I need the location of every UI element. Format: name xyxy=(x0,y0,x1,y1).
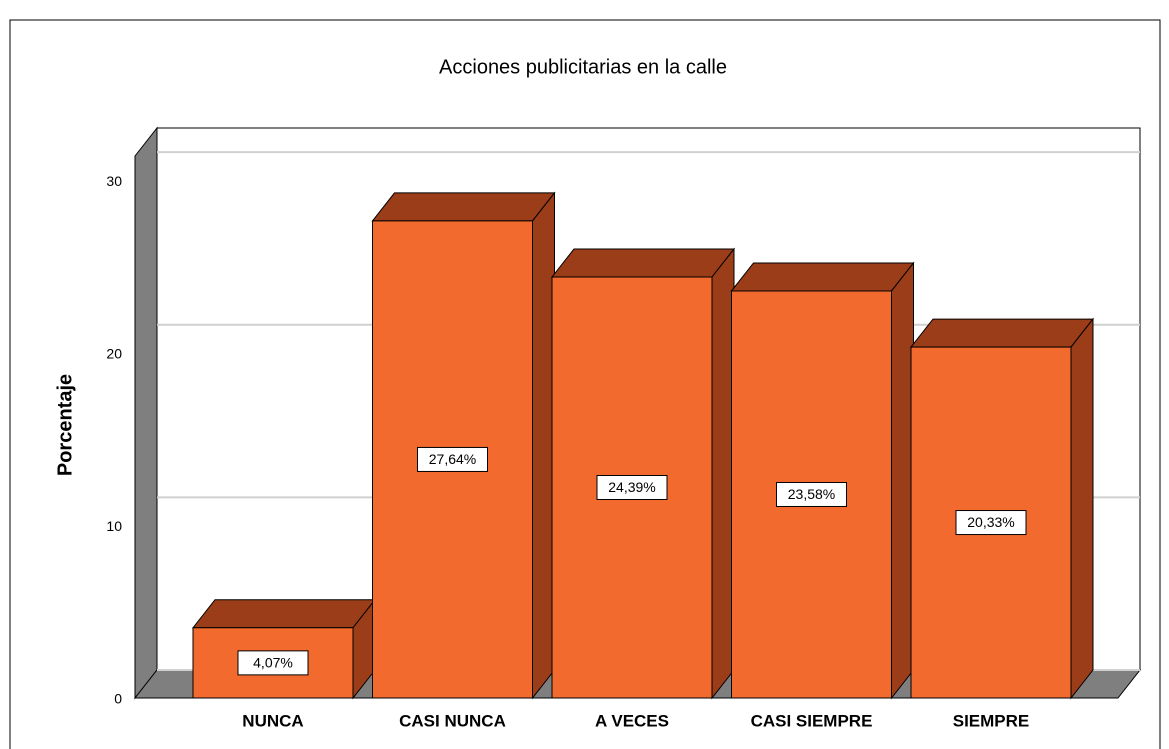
x-tick-label: CASI SIEMPRE xyxy=(751,711,873,730)
value-label: 23,58% xyxy=(788,486,835,502)
x-tick-label: A VECES xyxy=(595,711,669,730)
y-tick-label: 10 xyxy=(106,518,122,534)
x-tick-label: SIEMPRE xyxy=(953,711,1030,730)
y-tick-label: 30 xyxy=(106,173,122,189)
bar-top xyxy=(550,248,736,278)
bar-top xyxy=(191,599,377,629)
bar-top xyxy=(371,192,556,222)
value-label-box xyxy=(776,481,847,507)
y-tick-label: 20 xyxy=(106,345,122,361)
y-tick-label: 0 xyxy=(114,691,122,707)
bar-top xyxy=(909,318,1095,348)
value-label-box xyxy=(955,510,1027,536)
bar-side xyxy=(532,191,555,700)
y-axis-label: Porcentaje xyxy=(54,374,76,476)
x-tick-label: NUNCA xyxy=(242,711,303,730)
bar-side xyxy=(711,247,735,700)
x-tick-label: CASI NUNCA xyxy=(399,711,506,730)
value-label-box xyxy=(237,650,309,676)
value-label: 20,33% xyxy=(967,514,1014,530)
chart-title: Acciones publicitarias en la calle xyxy=(439,56,727,78)
left-wall xyxy=(134,126,158,700)
value-label: 24,39% xyxy=(608,479,655,495)
value-label: 4,07% xyxy=(253,655,293,671)
bar-top xyxy=(730,262,915,292)
bar-side xyxy=(891,261,914,700)
bar-side xyxy=(1070,317,1094,700)
value-label-box xyxy=(417,446,488,472)
value-label-box xyxy=(596,475,668,501)
value-label: 27,64% xyxy=(429,451,476,467)
